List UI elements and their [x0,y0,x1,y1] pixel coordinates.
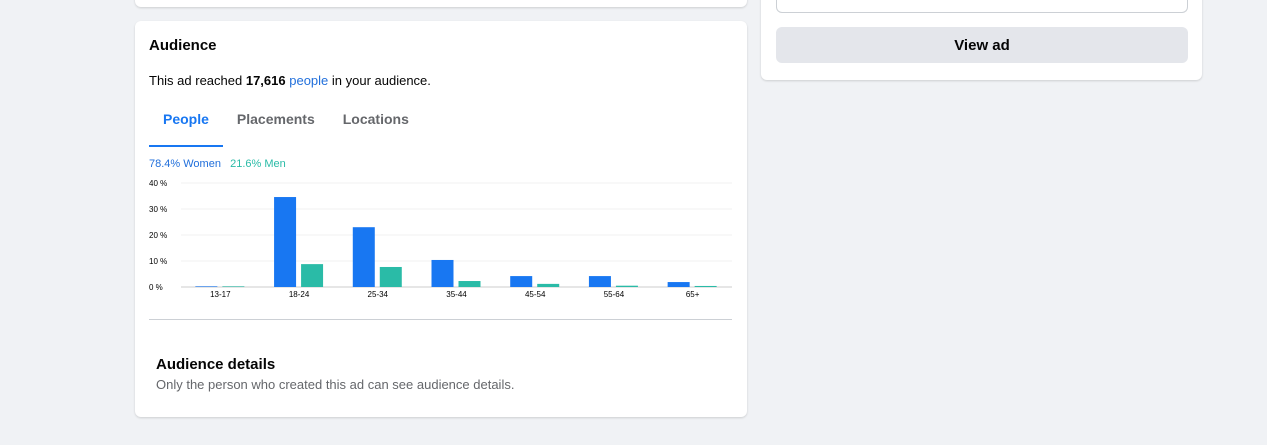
x-tick-label: 55-64 [604,290,625,299]
bar-women [274,197,297,287]
bar-men [458,281,481,287]
bar-men [694,285,717,287]
x-tick-label: 65+ [686,290,700,299]
gender-legend: 78.4% Women 21.6% Men [149,158,286,170]
legend-women: 78.4% Women [149,158,221,170]
y-tick-label: 40 % [149,179,167,188]
y-tick-label: 20 % [149,231,167,240]
tab-locations[interactable]: Locations [342,111,409,127]
audience-card: Audience This ad reached 17,616 people i… [135,21,747,417]
ad-preview-box [776,0,1188,13]
audience-title: Audience [149,37,217,54]
bar-women [352,227,375,287]
view-ad-button[interactable]: View ad [776,27,1188,63]
bar-women [510,276,533,287]
bar-women [195,286,218,287]
tab-people[interactable]: People [149,101,223,147]
x-tick-label: 45-54 [525,290,546,299]
bar-women [431,259,454,287]
audience-details-title: Audience details [156,356,276,373]
bar-men [222,286,245,287]
reach-text: This ad reached 17,616 people in your au… [149,73,431,88]
x-tick-label: 25-34 [368,290,389,299]
divider [149,319,732,320]
y-tick-label: 10 % [149,257,167,266]
tab-placements[interactable]: Placements [236,111,315,127]
bar-women [588,276,611,287]
bar-men [537,283,560,287]
reach-count: 17,616 [245,73,286,88]
ad-preview-card: View ad [761,0,1202,80]
x-tick-label: 13-17 [210,290,231,299]
bar-women [667,282,690,287]
x-tick-label: 35-44 [446,290,467,299]
legend-men: 21.6% Men [230,158,286,170]
bar-men [615,285,638,287]
people-link[interactable]: people [289,73,329,88]
bar-men [301,264,324,287]
audience-details-text: Only the person who created this ad can … [156,377,515,392]
previous-card [135,0,747,7]
audience-tabs: People Placements Locations [149,101,423,147]
y-tick-label: 0 % [149,283,163,292]
x-tick-label: 18-24 [289,290,310,299]
bar-men [379,266,402,287]
y-tick-label: 30 % [149,205,167,214]
age-gender-chart: 0 % 10 % 20 % 30 % 40 % 13-17 18-24 25-34 35-44 4… [149,179,732,299]
